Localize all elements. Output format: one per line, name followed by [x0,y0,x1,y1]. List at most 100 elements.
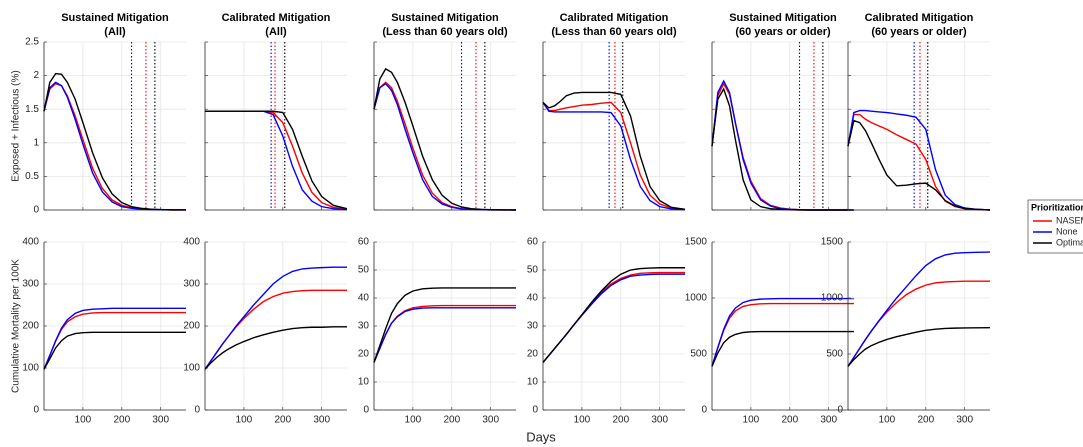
line-series [373,307,516,363]
line-series [204,326,347,370]
y-axis-label: Cumulative Mortality per 100K [11,259,22,393]
line-series [542,102,686,211]
y-tick-label: 100 [22,363,39,374]
x-tick-label: 300 [313,415,330,426]
x-tick-label: 300 [956,415,973,426]
line-series [205,110,348,211]
line-series [847,119,991,211]
line-series [542,271,685,363]
line-series [43,82,187,211]
line-series [542,91,686,211]
x-tick-label: 200 [781,415,798,426]
y-tick-label: 0 [33,205,39,216]
line-series [847,251,991,367]
line-series [711,302,854,367]
y-tick-label: 20 [527,349,539,360]
line-series [373,287,516,363]
x-tick-label: 100 [743,415,760,426]
y-tick-label: 0 [194,405,200,416]
x-tick-label: 100 [236,415,253,426]
line-series [373,82,517,211]
y-tick-label: 0 [33,405,39,416]
y-tick-label: 0 [701,405,707,416]
panel-title: Calibrated Mitigation [865,12,974,24]
y-tick-label: 1000 [685,293,708,304]
line-series [373,81,517,211]
y-tick-label: 500 [690,349,707,360]
x-axis-label: Days [526,429,556,444]
panel-subtitle: (Less than 60 years old) [382,26,508,38]
line-series [373,67,517,211]
line-series [711,297,854,367]
x-tick-label: 200 [917,415,934,426]
line-series [43,331,186,370]
x-tick-label: 200 [274,415,291,426]
x-tick-label: 200 [612,415,629,426]
y-tick-label: 1 [33,137,39,148]
y-tick-label: 30 [527,321,539,332]
line-series [711,79,854,211]
y-tick-label: 30 [358,321,370,332]
y-tick-label: 500 [826,349,843,360]
panel-title: Calibrated Mitigation [222,12,331,24]
y-tick-label: 300 [22,279,39,290]
panel-title: Calibrated Mitigation [560,12,669,24]
y-tick-label: 200 [22,321,39,332]
x-tick-label: 300 [152,415,169,426]
y-tick-label: 1000 [821,293,844,304]
line-series [43,307,186,370]
y-tick-label: 1500 [685,237,708,248]
y-axis-label: Exposed + Infectious (%) [11,70,22,181]
line-series [847,280,990,367]
y-tick-label: 50 [358,265,370,276]
line-series [43,311,186,370]
x-tick-label: 200 [113,415,130,426]
line-series [204,266,347,370]
y-tick-label: 40 [358,293,370,304]
y-tick-label: 60 [527,237,539,248]
y-tick-label: 0 [837,405,843,416]
line-series [542,273,685,363]
y-tick-label: 1.5 [25,104,39,115]
line-series [847,326,991,367]
panel-title: Sustained Mitigation [391,12,499,24]
legend-label: NASEM [1056,215,1083,225]
x-tick-label: 100 [574,415,591,426]
legend-title: Prioritization Polic [1031,202,1083,212]
line-series [542,267,685,363]
x-tick-label: 200 [443,415,460,426]
y-tick-label: 1500 [821,237,844,248]
line-series [205,110,348,211]
x-tick-label: 100 [75,415,92,426]
line-series [542,101,686,211]
line-series [847,113,991,211]
y-tick-label: 0 [532,405,538,416]
y-tick-label: 10 [358,377,370,388]
legend-box [1027,199,1083,254]
panel-title: Sustained Mitigation [729,12,837,24]
x-tick-label: 100 [405,415,422,426]
x-tick-label: 100 [879,415,896,426]
line-series [847,109,991,211]
line-series [205,110,348,210]
legend-label: None [1056,226,1078,236]
y-tick-label: 200 [183,321,200,332]
y-tick-label: 400 [22,237,39,248]
y-tick-label: 60 [358,237,370,248]
y-tick-label: 50 [527,265,539,276]
panel-subtitle: (Less than 60 years old) [551,26,677,38]
x-tick-label: 300 [482,415,499,426]
y-tick-label: 0 [363,405,369,416]
line-series [43,72,187,211]
y-tick-label: 400 [183,237,200,248]
y-tick-label: 2 [33,70,39,81]
y-tick-label: 2.5 [25,37,39,48]
line-series [711,330,854,367]
panel-subtitle: (60 years or older) [735,26,831,38]
y-tick-label: 10 [527,377,539,388]
x-tick-label: 300 [820,415,837,426]
y-tick-label: 100 [183,363,200,374]
panel-subtitle: (All) [104,26,126,38]
panel-subtitle: (All) [265,26,287,38]
